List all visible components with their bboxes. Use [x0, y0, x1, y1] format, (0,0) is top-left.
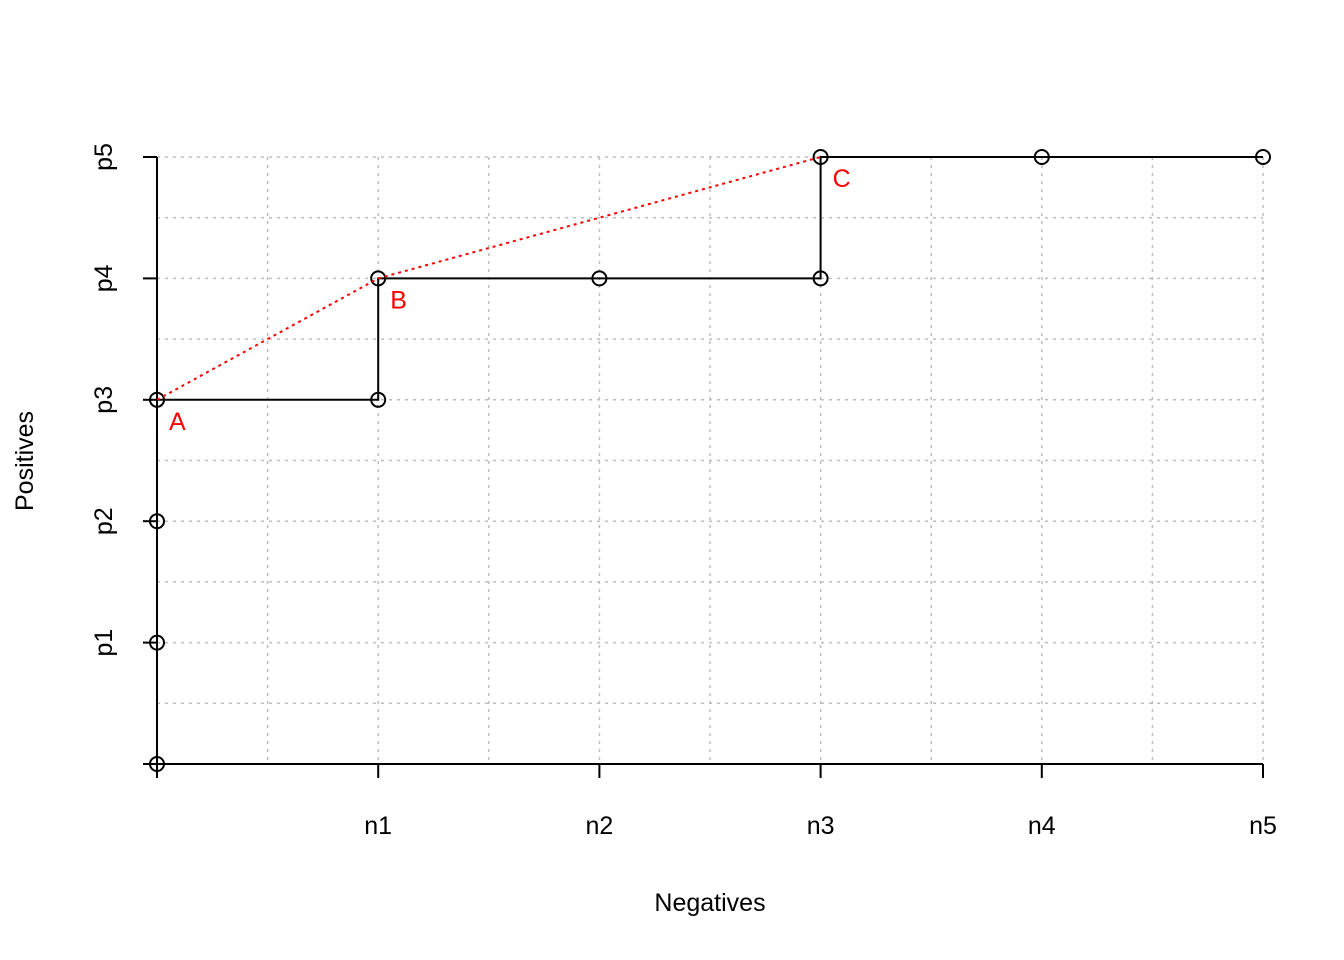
- data-point: [591, 270, 608, 287]
- data-point: [812, 270, 829, 287]
- x-tick-label: n2: [585, 812, 613, 840]
- data-point: [149, 634, 165, 651]
- data-point: [1033, 149, 1050, 165]
- y-tick-label: p3: [90, 386, 118, 414]
- point-label-c: C: [833, 165, 851, 193]
- x-tick-label: n5: [1249, 812, 1277, 840]
- data-point: [370, 270, 387, 287]
- y-tick-label: p5: [90, 143, 118, 171]
- y-axis-title: Positives: [11, 411, 39, 511]
- y-tick-label: p1: [90, 629, 118, 657]
- data-point: [149, 391, 165, 408]
- point-label-a: A: [169, 408, 186, 436]
- data-point: [370, 391, 387, 408]
- x-tick-label: n3: [807, 812, 835, 840]
- x-axis-title: Negatives: [654, 889, 765, 917]
- y-tick-label: p4: [90, 264, 118, 292]
- x-tick-label: n1: [364, 812, 392, 840]
- series: [149, 149, 1271, 772]
- data-point: [1255, 149, 1271, 165]
- grid: [156, 156, 1264, 765]
- series-line-convex-hull: [156, 156, 821, 401]
- y-tick-label: p2: [90, 507, 118, 535]
- annotations: A B C: [169, 165, 851, 436]
- point-label-b: B: [390, 286, 407, 314]
- data-point: [149, 756, 165, 772]
- data-point: [812, 149, 829, 165]
- data-point: [149, 513, 165, 530]
- x-tick-label: n4: [1028, 812, 1056, 840]
